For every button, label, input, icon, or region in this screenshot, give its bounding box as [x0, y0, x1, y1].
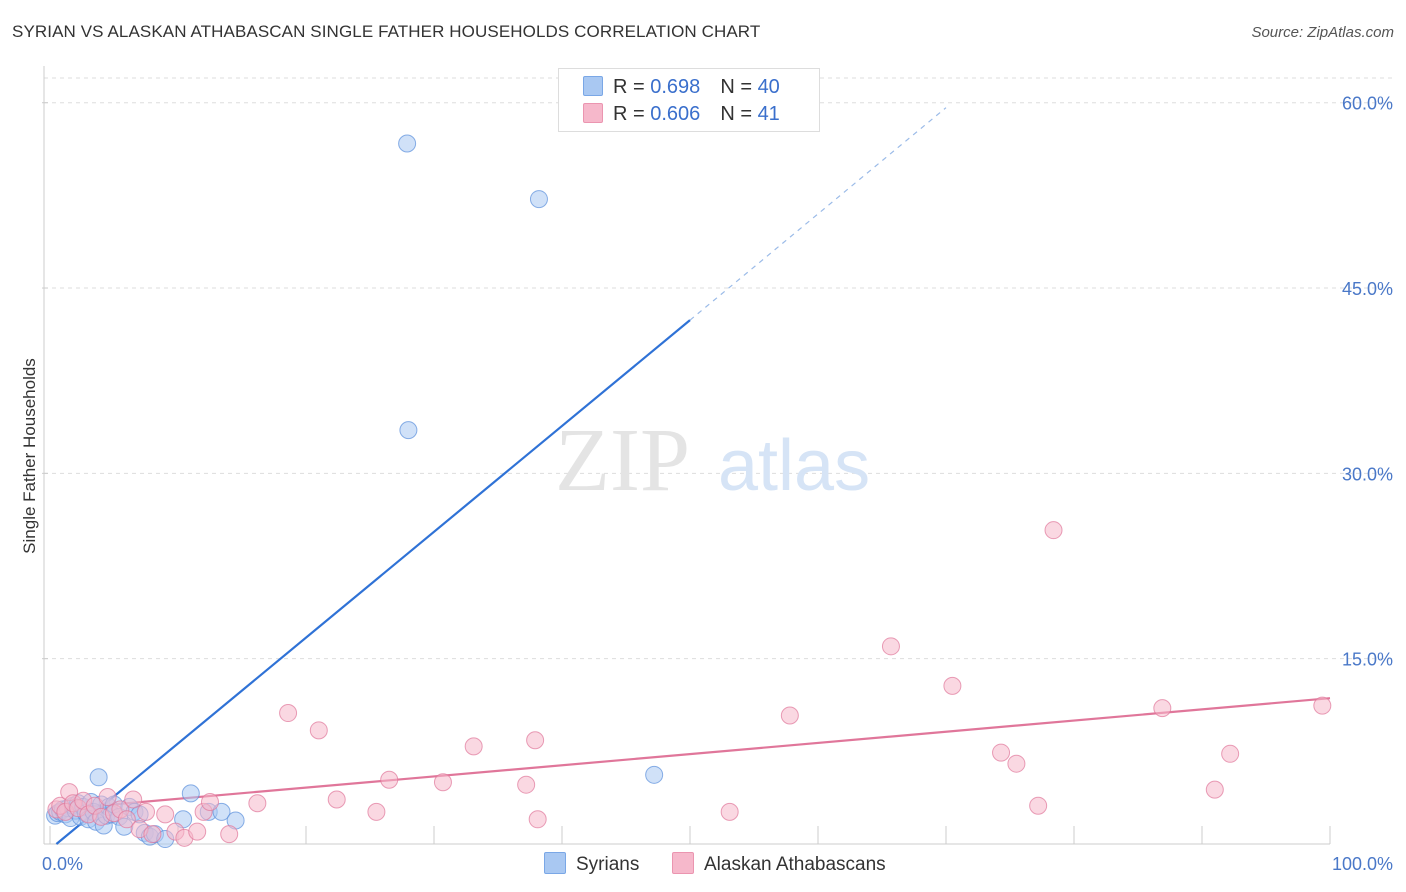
alaskan-point — [137, 802, 155, 821]
syrians-point — [399, 421, 418, 440]
trend-lines — [55, 107, 1331, 845]
syrians-point — [645, 765, 664, 784]
alaskan-point — [380, 770, 399, 789]
bottom-label-syrians: Syrians — [576, 854, 640, 875]
alaskan-point — [327, 790, 346, 809]
alaskan-point — [1153, 699, 1172, 718]
bottom-legend-syrians: Syrians — [544, 852, 639, 876]
alaskan-point — [1205, 780, 1224, 799]
legend-r-label-syrians: R = — [613, 76, 651, 98]
syrians-trend-line — [55, 319, 691, 845]
legend-swatch-alaskan — [583, 103, 603, 123]
alaskan-point — [1029, 796, 1048, 815]
alaskan-point — [1007, 754, 1026, 773]
x-tick-label-end: 100.0% — [1332, 854, 1393, 874]
watermark-zip: ZIP — [555, 411, 690, 510]
syrians-point — [89, 768, 108, 787]
alaskan-point — [943, 676, 962, 695]
syrians-trend-extension — [689, 107, 947, 321]
alaskan-point — [367, 802, 386, 821]
alaskan-point — [248, 794, 267, 813]
tick-labels: 15.0% 30.0% 45.0% 60.0% 0.0% 100.0% — [42, 94, 1393, 874]
alaskan-point — [517, 775, 536, 794]
legend-n-value-alaskan: 41 — [757, 103, 780, 125]
legend-row-syrians: R = 0.698 N = 40 — [583, 75, 780, 99]
alaskan-point — [143, 825, 162, 844]
y-tick-label: 15.0% — [1342, 650, 1393, 670]
alaskan-point — [528, 810, 547, 829]
alaskan-point — [156, 805, 175, 824]
syrians-point — [181, 784, 200, 803]
alaskan-point — [780, 706, 799, 725]
alaskan-point — [1044, 521, 1063, 540]
y-axis-label: Single Father Households — [20, 358, 39, 554]
legend-n-value-syrians: 40 — [757, 76, 780, 98]
alaskan-point — [881, 637, 900, 656]
legend-swatch-syrians — [583, 76, 603, 96]
syrians-point — [212, 802, 231, 821]
chart-title: SYRIAN VS ALASKAN ATHABASCAN SINGLE FATH… — [12, 22, 761, 41]
alaskan-trend-line — [56, 697, 1331, 811]
source-label: Source: ZipAtlas.com — [1251, 24, 1394, 41]
legend-r-value-syrians: 0.698 — [650, 76, 701, 98]
alaskan-point — [117, 810, 136, 829]
alaskan-point — [279, 704, 298, 723]
legend-r-value-alaskan: 0.606 — [650, 103, 701, 125]
alaskan-point — [220, 825, 239, 844]
alaskan-point — [98, 788, 117, 807]
bottom-swatch-syrians — [544, 852, 566, 874]
alaskan-point — [526, 731, 545, 750]
legend-r-label-alaskan: R = — [613, 103, 651, 125]
y-tick-label: 45.0% — [1342, 279, 1393, 299]
y-tick-label: 60.0% — [1342, 94, 1393, 114]
alaskan-point — [1221, 744, 1240, 763]
legend-n-label-syrians: N = — [720, 76, 758, 98]
bottom-label-alaskan: Alaskan Athabascans — [704, 854, 886, 875]
syrians-point — [398, 134, 417, 153]
alaskan-point — [1313, 696, 1332, 715]
bottom-legend-alaskan: Alaskan Athabascans — [672, 852, 886, 876]
data-points — [46, 134, 1332, 849]
alaskan-point — [201, 792, 219, 811]
alaskan-point — [309, 721, 328, 740]
watermark-atlas: atlas — [718, 426, 870, 506]
alaskan-point — [124, 790, 143, 809]
x-tick-label-start: 0.0% — [42, 854, 83, 874]
axes — [42, 66, 1331, 845]
alaskan-point — [992, 743, 1011, 762]
bottom-swatch-alaskan — [672, 852, 694, 874]
legend-row-alaskan: R = 0.606 N = 41 — [583, 102, 780, 126]
alaskan-point — [720, 802, 739, 821]
correlation-legend: R = 0.698 N = 40 R = 0.606 N = 41 — [558, 68, 820, 132]
legend-n-label-alaskan: N = — [720, 103, 758, 125]
y-tick-label: 30.0% — [1342, 464, 1393, 484]
alaskan-point — [188, 822, 207, 841]
alaskan-point — [433, 773, 452, 792]
alaskan-point — [464, 737, 483, 756]
syrians-point — [529, 190, 548, 209]
grid-lines — [44, 77, 1392, 660]
